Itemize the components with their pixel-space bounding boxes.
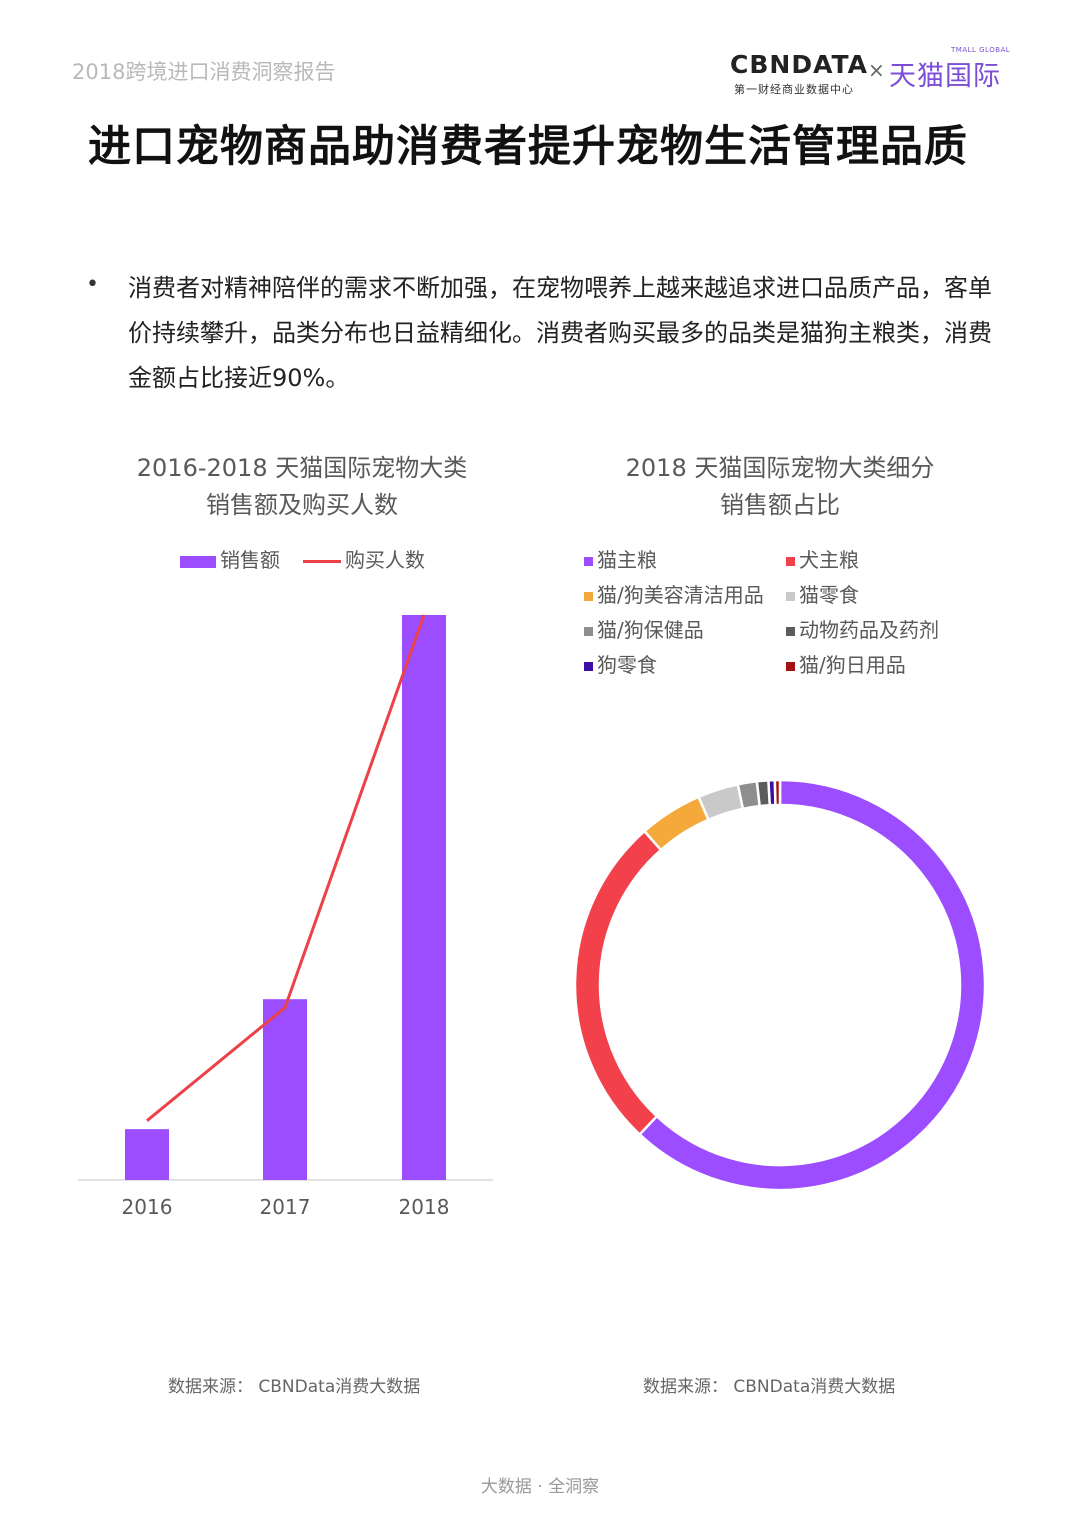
donut-legend-label: 猫/狗美容清洁用品: [597, 583, 764, 607]
page-title: 进口宠物商品助消费者提升宠物生活管理品质: [88, 122, 968, 172]
donut-slice-0: [637, 778, 987, 1192]
bar-chart-title-line-1: 2016-2018 天猫国际宠物大类: [136, 454, 468, 482]
donut-legend-label: 动物药品及药剂: [799, 618, 939, 642]
donut-chart-title-line-1: 2018 天猫国际宠物大类细分: [625, 454, 935, 482]
donut-slice-2: [642, 795, 711, 852]
donut-legend-swatch: [786, 592, 795, 601]
legend-line-swatch: [303, 560, 341, 563]
donut-slice-1: [573, 829, 663, 1137]
donut-legend-label: 犬主粮: [799, 548, 859, 572]
donut-legend-label: 猫零食: [799, 583, 859, 607]
tmall-global-logo-text: 天猫国际: [889, 61, 1001, 92]
donut-legend-item: 犬主粮: [786, 544, 859, 573]
donut-legend-item: 动物药品及药剂: [786, 614, 939, 643]
donut-legend-item: 猫/狗保健品: [584, 614, 704, 643]
legend-bar-swatch: [180, 555, 216, 568]
donut-legend-item: 猫零食: [786, 579, 859, 608]
donut-legend-item: 狗零食: [584, 649, 657, 678]
bullet-paragraph: 消费者对精神陪伴的需求不断加强，在宠物喂养上越来越追求进口品质产品，客单价持续攀…: [128, 274, 992, 392]
donut-legend-swatch: [584, 592, 593, 601]
bar-legend-sales: 销售额: [180, 544, 280, 573]
bar-legend-buyers: 购买人数: [303, 544, 425, 573]
x-tick-label-2018: 2018: [399, 1195, 450, 1219]
sales-bar-2017: [263, 999, 307, 1180]
footer-slogan: 大数据 · 全洞察: [480, 1477, 600, 1497]
donut-legend-item: 猫/狗美容清洁用品: [584, 579, 764, 608]
donut-chart-title-line-2: 销售额占比: [720, 491, 840, 519]
donut-slice-7: [773, 778, 782, 807]
donut-chart: [573, 778, 987, 1192]
legend-buyers-label: 购买人数: [345, 548, 425, 572]
donut-legend-label: 猫主粮: [597, 548, 657, 572]
legend-sales-label: 销售额: [220, 548, 280, 572]
donut-legend-item: 猫/狗日用品: [786, 649, 906, 678]
sales-bar-2016: [125, 1129, 169, 1180]
donut-legend-swatch: [584, 627, 593, 636]
data-source-right: 数据来源： CBNData消费大数据: [643, 1377, 896, 1397]
donut-legend-swatch: [584, 557, 593, 566]
donut-legend-item: 猫主粮: [584, 544, 657, 573]
donut-slice-3: [696, 782, 745, 822]
donut-legend-label: 猫/狗日用品: [799, 653, 906, 677]
report-name: 2018跨境进口消费洞察报告: [72, 60, 336, 84]
donut-legend-swatch: [786, 627, 795, 636]
donut-legend-label: 狗零食: [597, 653, 657, 677]
sales-bar-2018: [402, 615, 446, 1180]
donut-chart-title: 2018 天猫国际宠物大类细分 销售额占比: [578, 450, 982, 524]
logo-cross: ×: [868, 58, 885, 82]
tmall-global-small-text: TMALL GLOBAL: [951, 46, 1011, 54]
cbndata-logo-subtitle: 第一财经商业数据中心: [734, 83, 854, 96]
cbndata-logo-text: CBNDATA: [730, 50, 868, 79]
donut-legend-swatch: [786, 557, 795, 566]
donut-legend-label: 猫/狗保健品: [597, 618, 704, 642]
bar-chart: 2016 2017 2018: [78, 614, 493, 1219]
x-tick-label-2017: 2017: [260, 1195, 311, 1219]
cbndata-tmall-logo: CBNDATA 第一财经商业数据中心 × TMALL GLOBAL 天猫国际: [730, 46, 1015, 102]
buyers-line: [146, 614, 426, 1122]
bullet-marker: •: [86, 272, 99, 297]
bar-chart-title: 2016-2018 天猫国际宠物大类 销售额及购买人数: [100, 450, 504, 524]
bar-chart-title-line-2: 销售额及购买人数: [206, 491, 398, 519]
data-source-left: 数据来源： CBNData消费大数据: [168, 1377, 421, 1397]
donut-legend-swatch: [584, 662, 593, 671]
donut-legend-swatch: [786, 662, 795, 671]
x-tick-label-2016: 2016: [122, 1195, 173, 1219]
